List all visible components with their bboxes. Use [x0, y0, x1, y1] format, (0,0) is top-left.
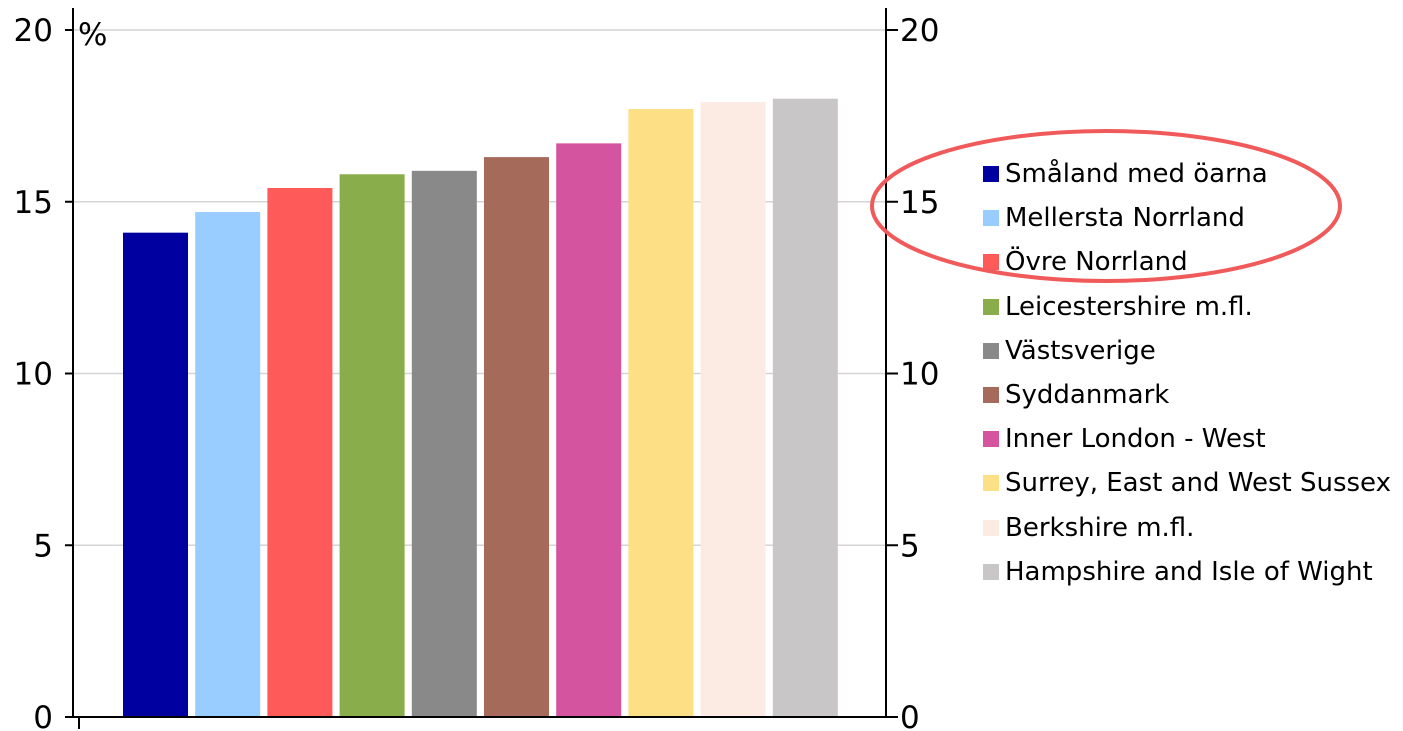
- bar: [772, 98, 838, 717]
- legend-label: Berkshire m.fl.: [1005, 512, 1195, 543]
- legend-swatch: [983, 387, 999, 404]
- left-tick-label: 15: [14, 185, 53, 221]
- legend-swatch: [983, 254, 999, 271]
- left-tick-label: 10: [14, 357, 53, 393]
- legend-item: Surrey, East and West Sussex: [983, 461, 1391, 505]
- legend-item: Övre Norrland: [983, 240, 1391, 284]
- bar: [556, 143, 622, 718]
- legend-swatch: [983, 298, 999, 315]
- bar: [700, 102, 766, 717]
- legend-label: Surrey, East and West Sussex: [1005, 468, 1391, 499]
- legend-swatch: [983, 475, 999, 492]
- legend-label: Leicestershire m.fl.: [1005, 291, 1253, 322]
- legend-item: Västsverige: [983, 329, 1391, 373]
- bar: [267, 188, 333, 717]
- legend: Småland med öarna Mellersta Norrland Övre …: [983, 152, 1391, 594]
- right-tick-label: 15: [900, 185, 939, 221]
- legend-swatch: [983, 563, 999, 580]
- legend-item: Hampshire and Isle of Wight: [983, 550, 1391, 594]
- legend-label: Västsverige: [1005, 335, 1156, 366]
- legend-swatch: [983, 431, 999, 448]
- legend-label: Övre Norrland: [1005, 247, 1188, 278]
- y-unit-label: %: [78, 17, 107, 53]
- legend-label: Inner London - West: [1005, 424, 1266, 455]
- bar: [195, 212, 261, 717]
- right-tick-label: 5: [900, 528, 920, 564]
- legend-swatch: [983, 519, 999, 536]
- legend-item: Leicestershire m.fl.: [983, 285, 1391, 329]
- left-tick-label: 0: [33, 700, 53, 731]
- bar: [411, 170, 477, 717]
- legend-item: Syddanmark: [983, 373, 1391, 417]
- left-tick-label: 5: [33, 528, 53, 564]
- legend-item: Inner London - West: [983, 417, 1391, 461]
- legend-item: Berkshire m.fl.: [983, 506, 1391, 550]
- left-tick-label: 20: [14, 13, 53, 49]
- legend-label: Hampshire and Isle of Wight: [1005, 556, 1373, 587]
- legend-label: Syddanmark: [1005, 380, 1170, 411]
- bar: [339, 174, 405, 717]
- legend-label: Småland med öarna: [1005, 159, 1268, 190]
- bar: [123, 232, 188, 718]
- bars: [123, 98, 838, 718]
- legend-swatch: [983, 166, 999, 183]
- legend-swatch: [983, 210, 999, 227]
- legend-item: Småland med öarna: [983, 152, 1391, 196]
- bar: [628, 109, 694, 717]
- legend-swatch: [983, 342, 999, 359]
- legend-item: Mellersta Norrland: [983, 196, 1391, 240]
- right-tick-label: 20: [900, 13, 939, 49]
- bar: [484, 157, 549, 718]
- right-tick-label: 0: [900, 700, 920, 731]
- axes: [72, 8, 887, 729]
- legend-label: Mellersta Norrland: [1005, 203, 1245, 234]
- right-tick-label: 10: [900, 357, 939, 393]
